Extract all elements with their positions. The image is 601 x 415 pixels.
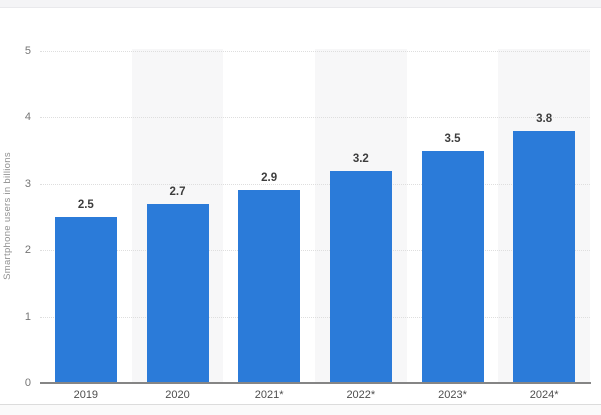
x-tick-label: 2023* — [438, 389, 467, 401]
bar[interactable] — [54, 217, 117, 383]
x-tick-label: 2019 — [73, 389, 99, 401]
y-tick-label: 5 — [24, 45, 31, 57]
bar-value-label: 2.5 — [77, 199, 94, 211]
y-axis-title: Smartphone users in billions — [2, 152, 13, 280]
bar[interactable] — [238, 190, 301, 383]
y-tick-label: 3 — [24, 177, 31, 190]
page-bottom-strip — [0, 404, 601, 415]
x-tick-label: 2021* — [254, 389, 284, 401]
bar[interactable] — [421, 150, 484, 383]
bar[interactable] — [513, 130, 576, 383]
y-tick-label: 2 — [24, 244, 31, 257]
x-tick-label: 2024* — [529, 389, 559, 401]
gridline — [40, 183, 590, 185]
bar-value-label: 3.2 — [352, 152, 369, 165]
bar-value-label: 3.8 — [536, 112, 553, 125]
plot-area: 2.5 2.7 2.9 3.2 3.5 3.8 — [40, 49, 590, 383]
x-tick-label: 2022* — [346, 389, 376, 401]
bar[interactable] — [329, 170, 392, 383]
bar-value-label: 3.5 — [444, 132, 461, 145]
bar-value-label: 2.9 — [261, 172, 278, 185]
bar[interactable] — [146, 203, 209, 383]
y-tick-label: 1 — [24, 310, 31, 323]
y-tick-label: 0 — [24, 377, 31, 389]
page-top-strip — [0, 0, 601, 8]
gridline — [40, 250, 590, 252]
x-tick-label: 2020 — [165, 389, 190, 401]
bar-value-label: 2.7 — [169, 185, 186, 198]
gridline — [40, 51, 590, 52]
x-axis-line — [40, 382, 591, 384]
y-tick-label: 4 — [24, 111, 31, 124]
gridline — [40, 117, 590, 119]
gridline — [40, 316, 590, 318]
